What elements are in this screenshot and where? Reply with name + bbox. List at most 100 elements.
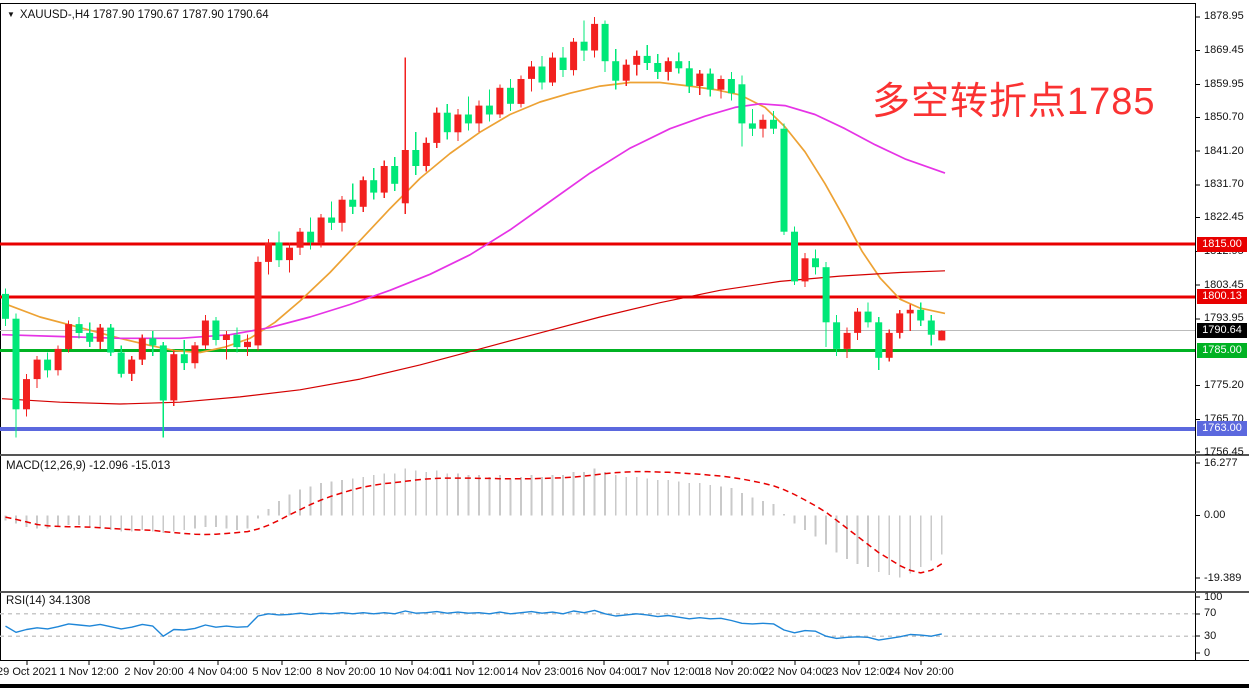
price-label-1800-13: 1800.13 [1197,289,1247,305]
candle [801,258,809,282]
price-label-1790-64: 1790.64 [1197,323,1247,339]
price-axis[interactable] [1195,4,1249,660]
ma-mid-line [1,102,946,340]
candle [601,23,609,62]
time-axis[interactable] [0,661,1195,683]
time-axis-label: 2 Nov 20:00 [124,666,184,678]
candle [906,309,914,314]
candle [307,231,315,243]
annotation-text: 多空转折点1785 [872,81,1156,123]
level-lines [0,242,1195,431]
candle [212,320,220,340]
rsi-plot[interactable] [0,594,1195,660]
candle [412,150,420,166]
candle [559,57,567,70]
candle [485,105,493,115]
candle [927,320,935,335]
candle [422,142,430,166]
candle [475,105,483,124]
candle [654,63,662,72]
price-label-1763-00: 1763.00 [1197,421,1247,437]
candle [159,345,167,401]
rsi-axis-tick: 0 [1204,646,1211,659]
macd-axis-tick: -19.389 [1204,571,1242,584]
time-axis-label: 16 Nov 04:00 [571,666,637,678]
candle [591,23,599,51]
candle [717,79,725,90]
candle [896,313,904,333]
candle [170,354,178,401]
candle [86,332,94,342]
candle [675,61,683,69]
candle [275,242,283,261]
candle [138,338,146,360]
candle [317,217,325,243]
price-axis-tick: 1831.70 [1204,178,1244,191]
candle [622,64,630,81]
candle [107,327,115,353]
candle [570,41,578,71]
candle [222,334,230,340]
candle [33,359,41,380]
candle [328,217,336,223]
time-axis-label: 14 Nov 23:00 [506,666,572,678]
candlestick-series [2,17,946,438]
candle [580,41,588,51]
candle [748,123,756,129]
price-axis-tick: 1803.45 [1204,278,1244,291]
candle [791,231,798,282]
time-axis-label: 22 Nov 04:00 [762,666,828,678]
candle [54,348,62,371]
candle [496,87,504,115]
candle [812,258,819,268]
candle [443,112,451,133]
rsi-axis-tick: 100 [1204,590,1223,603]
time-axis-label: 18 Nov 20:00 [699,666,765,678]
price-axis-tick: 1878.95 [1204,10,1244,23]
price-axis-tick: 1859.95 [1204,77,1244,90]
candle [864,311,872,323]
candle [401,150,409,204]
candle [380,166,388,193]
candle [117,352,125,374]
candle [738,84,746,124]
candle [338,199,346,223]
candle [75,324,83,333]
candle [359,180,367,207]
candle [833,322,841,349]
symbol-quote-text: XAUUSD-,H4 1787.90 1790.67 1787.90 1790.… [19,9,269,21]
macd-plot[interactable] [0,457,1195,591]
candle [201,320,209,346]
candle [875,322,883,358]
price-axis-tick: 1756.45 [1204,445,1244,458]
candle [180,354,188,364]
macd-histogram [4,468,943,578]
rsi-axis-tick: 30 [1204,629,1217,642]
candle [664,61,672,72]
candle [128,359,136,374]
price-label-1815-00: 1815.00 [1197,236,1247,252]
main-chart-plot[interactable] [0,4,1195,454]
time-axis-label: 8 Nov 20:00 [316,666,376,678]
candle [549,57,556,83]
candle [191,345,199,364]
chevron-down-icon[interactable]: ▼ [7,10,15,19]
candle [254,261,262,346]
price-axis-tick: 1869.45 [1204,44,1244,57]
time-axis-label: 10 Nov 04:00 [379,666,445,678]
candle [917,309,925,321]
candle [44,359,52,371]
price-axis-tick: 1793.95 [1204,312,1244,325]
price-axis-tick: 1775.20 [1204,379,1244,391]
time-axis-label: 24 Nov 20:00 [888,666,954,678]
candle [633,55,641,65]
candle [706,73,714,90]
candle [370,180,378,193]
price-axis-tick: 1841.20 [1204,144,1244,157]
candle [727,79,735,94]
rsi-line [5,609,942,641]
candle [96,327,104,342]
candle [843,332,851,349]
candle [643,55,651,63]
candle [517,79,525,104]
